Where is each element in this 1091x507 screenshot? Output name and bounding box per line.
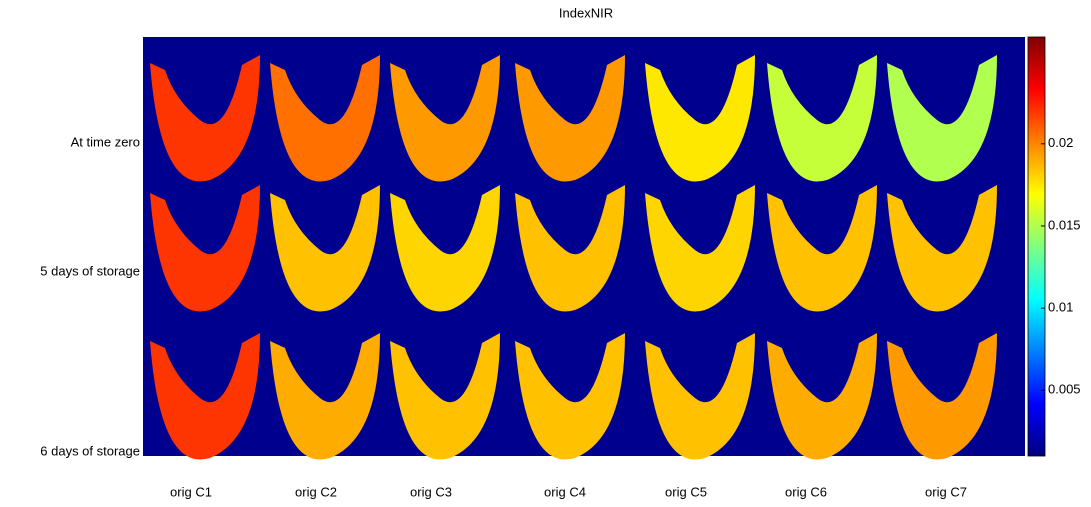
colorbar-tick-label: 0.005 (1048, 382, 1081, 397)
column-label: orig C2 (295, 484, 337, 499)
column-label: orig C4 (544, 484, 586, 499)
crescent (390, 55, 500, 182)
column-label: orig C6 (785, 484, 827, 499)
crescent (887, 185, 997, 312)
chart-title: IndexNIR (559, 5, 613, 20)
crescent (767, 55, 877, 182)
crescent (150, 55, 260, 182)
crescent (767, 333, 877, 460)
crescent (390, 185, 500, 312)
column-label: orig C3 (410, 484, 452, 499)
crescent (887, 333, 997, 460)
crescent (270, 333, 380, 460)
crescent (150, 333, 260, 460)
crescent (645, 333, 755, 460)
row-label: 5 days of storage (40, 263, 140, 278)
crescent (887, 55, 997, 182)
crescent (515, 55, 625, 182)
crescent (150, 185, 260, 312)
crescent (270, 185, 380, 312)
column-label: orig C1 (170, 484, 212, 499)
crescent (390, 333, 500, 460)
colorbar (1027, 36, 1046, 457)
crescent (645, 55, 755, 182)
crescent (515, 333, 625, 460)
colorbar-tick-label: 0.01 (1048, 300, 1073, 315)
row-label: At time zero (71, 134, 140, 149)
column-label: orig C7 (925, 484, 967, 499)
colorbar-tick-label: 0.02 (1048, 135, 1073, 150)
crescent (515, 185, 625, 312)
row-label: 6 days of storage (40, 443, 140, 458)
colorbar-tick-label: 0.015 (1048, 217, 1081, 232)
crescent (270, 55, 380, 182)
crescent (767, 185, 877, 312)
column-label: orig C5 (665, 484, 707, 499)
crescent (645, 185, 755, 312)
